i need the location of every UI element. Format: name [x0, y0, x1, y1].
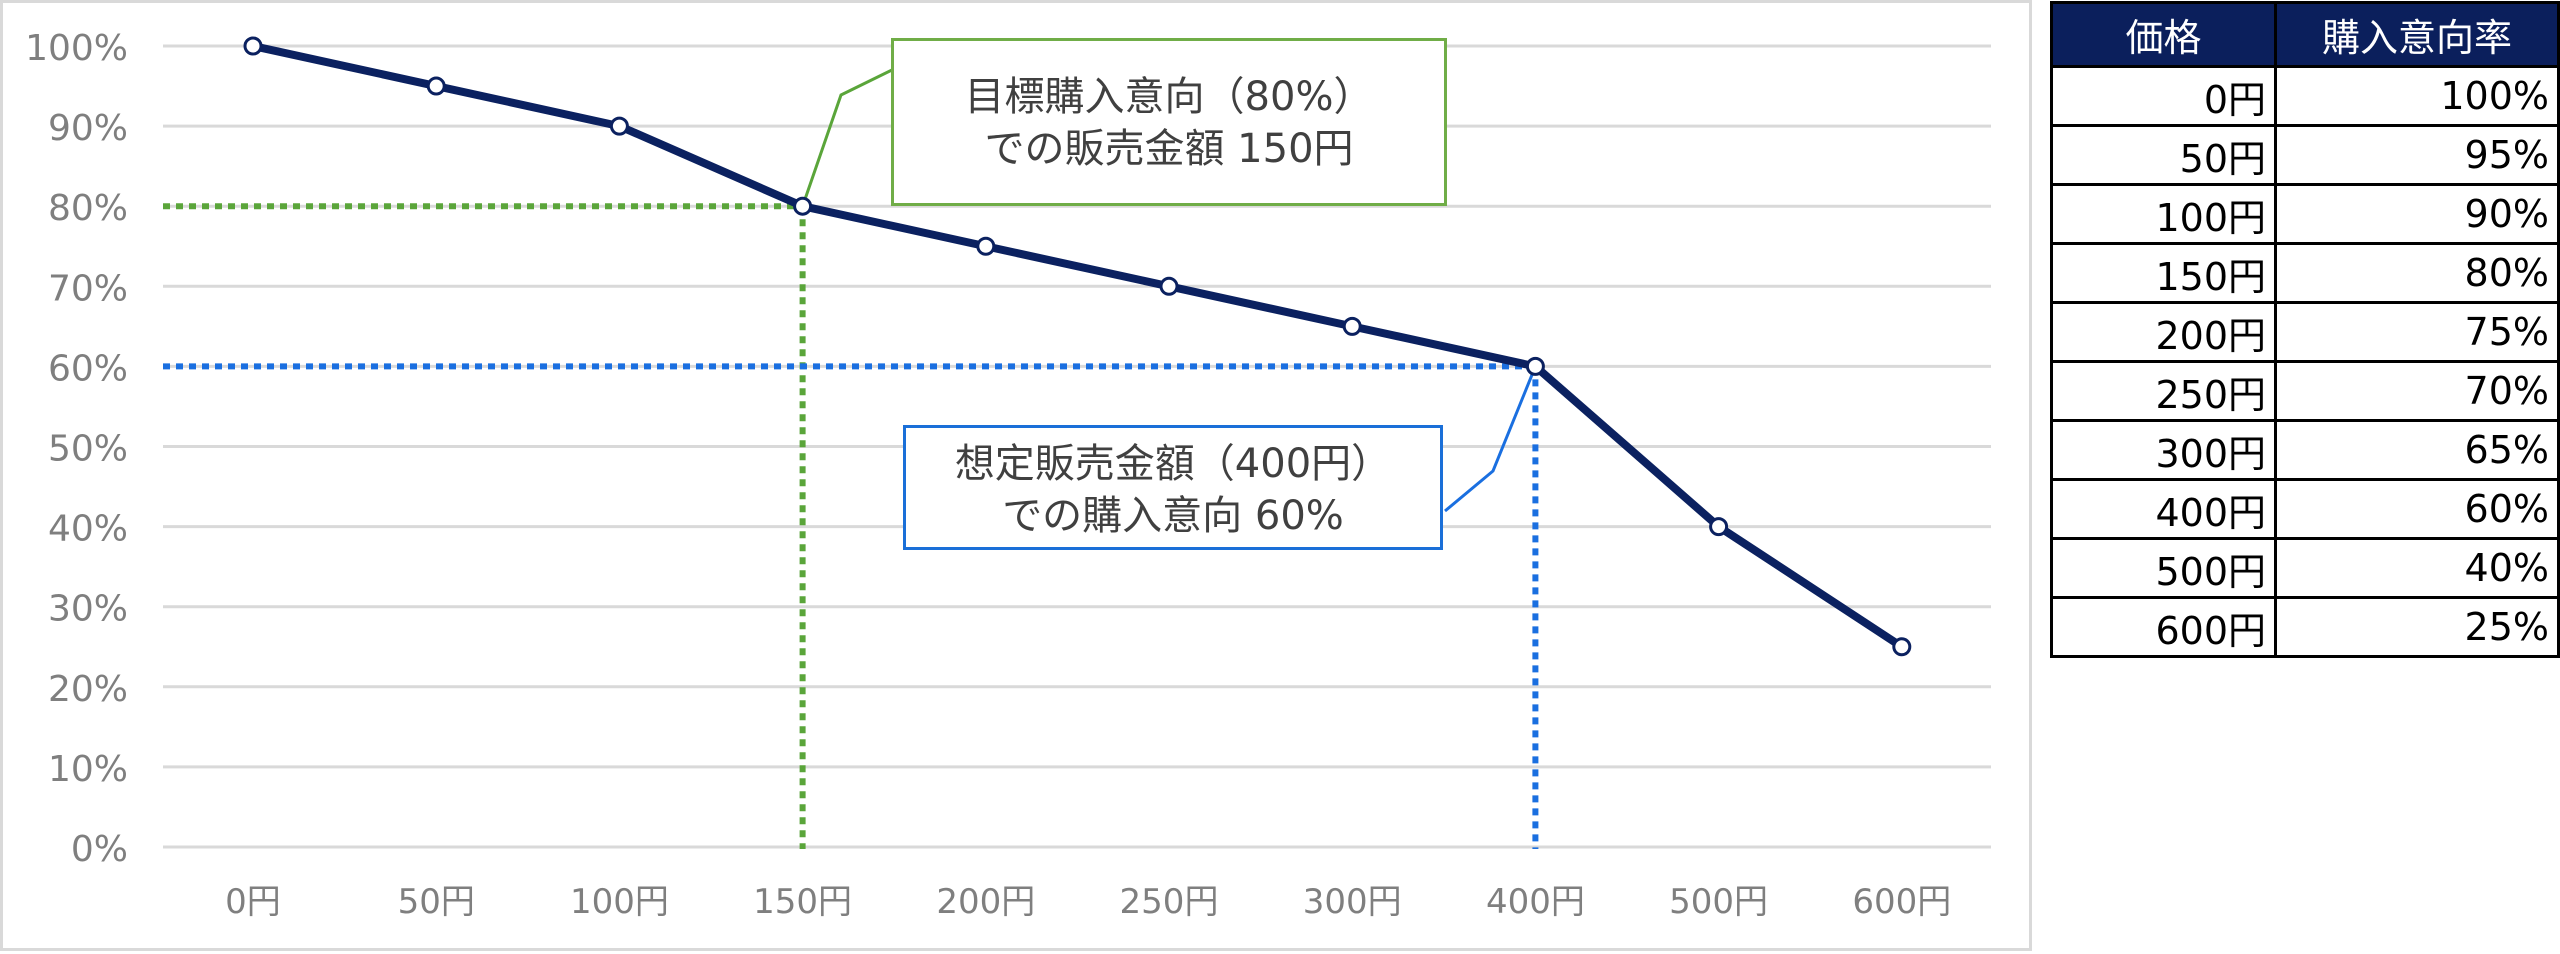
x-tick-label: 400円 [1486, 882, 1585, 922]
data-point [426, 76, 446, 96]
table-row: 400円 60% [2050, 478, 2560, 540]
data-point [609, 116, 629, 136]
table-cell-price: 50円 [2050, 124, 2277, 186]
y-tick-label: 100% [25, 28, 128, 69]
line-chart: 0% 10% 20% 30% 40% 50% 60% 70% 80% 90% 100% 0円 50円 10… [25, 28, 1991, 922]
y-tick-label: 50% [48, 429, 128, 470]
table-row: 100円 90% [2050, 183, 2560, 245]
callout-assumed-price-leader [1444, 365, 1537, 513]
series-line [252, 42, 1904, 651]
x-tick-label: 150円 [753, 882, 852, 922]
table-header-intent-rate: 購入意向率 [2274, 1, 2560, 68]
table-cell-price: 200円 [2050, 301, 2277, 363]
x-tick-label: 200円 [936, 882, 1035, 922]
data-point [976, 236, 996, 256]
table-cell-intent-rate: 100% [2274, 65, 2560, 127]
y-tick-label: 20% [48, 669, 128, 710]
data-point [1159, 276, 1179, 296]
table-row: 250円 70% [2050, 360, 2560, 422]
x-tick-label: 600円 [1852, 882, 1951, 922]
table-row: 600円 25% [2050, 596, 2560, 658]
data-point [1892, 637, 1912, 657]
table-cell-intent-rate: 25% [2274, 596, 2560, 658]
table-header-price: 価格 [2050, 1, 2277, 68]
callout-assumed-price: 想定販売金額（400円） での購入意向 60% [903, 425, 1443, 550]
table-cell-price: 600円 [2050, 596, 2277, 658]
table-row: 150円 80% [2050, 242, 2560, 304]
price-intent-table: 価格 購入意向率 0円 100% 50円 95% 100円 90% 150円 8… [2050, 1, 2560, 658]
table-cell-intent-rate: 75% [2274, 301, 2560, 363]
data-point [1709, 517, 1729, 537]
x-tick-label: 100円 [570, 882, 669, 922]
x-tick-label: 250円 [1120, 882, 1219, 922]
table-row: 500円 40% [2050, 537, 2560, 599]
table-cell-price: 100円 [2050, 183, 2277, 245]
y-tick-label: 30% [48, 589, 128, 630]
x-tick-label: 0円 [225, 882, 281, 922]
data-point [793, 196, 813, 216]
callout-assumed-price-line2: での購入意向 60% [1002, 493, 1344, 539]
data-point [1342, 316, 1362, 336]
table-cell-price: 250円 [2050, 360, 2277, 422]
table-cell-price: 300円 [2050, 419, 2277, 481]
callout-assumed-price-line1: 想定販売金額（400円） [954, 441, 1392, 487]
y-tick-label: 60% [48, 348, 128, 389]
table-cell-intent-rate: 60% [2274, 478, 2560, 540]
callout-target-intent-line2: での販売金額 150円 [984, 126, 1354, 172]
table-cell-price: 500円 [2050, 537, 2277, 599]
table-row: 50円 95% [2050, 124, 2560, 186]
y-tick-label: 0% [71, 829, 128, 870]
chart-area: 0% 10% 20% 30% 40% 50% 60% 70% 80% 90% 100% 0円 50円 10… [0, 0, 2032, 951]
table-cell-intent-rate: 65% [2274, 419, 2560, 481]
callout-target-intent-line1: 目標購入意向（80%） [964, 74, 1374, 120]
y-tick-label: 70% [48, 268, 128, 309]
table-cell-intent-rate: 95% [2274, 124, 2560, 186]
table-header-row: 価格 購入意向率 [2050, 1, 2560, 68]
data-point [1525, 356, 1545, 376]
callout-target-intent-leader [801, 67, 895, 207]
x-tick-label: 50円 [398, 882, 475, 922]
table-row: 200円 75% [2050, 301, 2560, 363]
table-row: 300円 65% [2050, 419, 2560, 481]
table-cell-price: 150円 [2050, 242, 2277, 304]
table-cell-price: 0円 [2050, 65, 2277, 127]
y-tick-label: 40% [48, 509, 128, 550]
table-cell-intent-rate: 80% [2274, 242, 2560, 304]
data-point [243, 36, 263, 56]
table-cell-intent-rate: 40% [2274, 537, 2560, 599]
y-tick-label: 80% [48, 188, 128, 229]
x-tick-label: 300円 [1303, 882, 1402, 922]
y-tick-label: 10% [48, 749, 128, 790]
callout-target-intent: 目標購入意向（80%） での販売金額 150円 [891, 38, 1447, 206]
table-cell-intent-rate: 70% [2274, 360, 2560, 422]
x-tick-label: 500円 [1669, 882, 1768, 922]
table-cell-price: 400円 [2050, 478, 2277, 540]
y-tick-label: 90% [48, 108, 128, 149]
table-cell-intent-rate: 90% [2274, 183, 2560, 245]
table-row: 0円 100% [2050, 65, 2560, 127]
